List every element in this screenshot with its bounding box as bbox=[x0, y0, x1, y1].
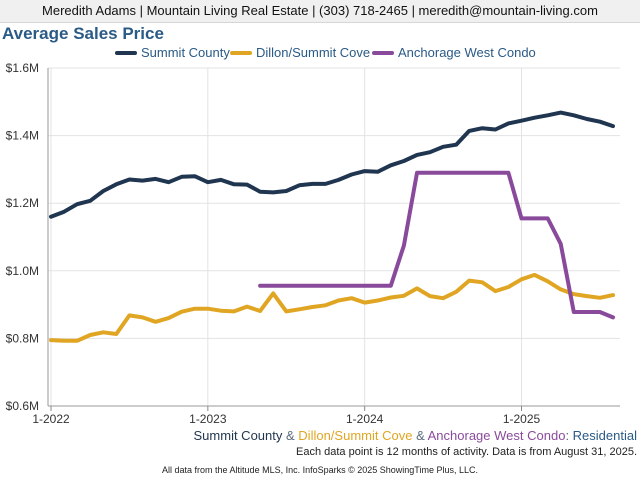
y-tick-label: $1.2M bbox=[6, 196, 39, 210]
legend-item: Summit County bbox=[115, 45, 230, 60]
legend-item: Anchorage West Condo bbox=[372, 45, 536, 60]
y-tick-label: $0.6M bbox=[6, 399, 39, 413]
contact-line: Meredith Adams | Mountain Living Real Es… bbox=[42, 3, 598, 18]
footer-series-part: Summit County bbox=[193, 428, 283, 443]
x-tick-label: 1-2023 bbox=[189, 412, 227, 426]
footer-series-caption: Summit County & Dillon/Summit Cove & Anc… bbox=[194, 428, 637, 443]
series-line-anchorage-west-condo bbox=[258, 170, 615, 320]
y-tick-label: $0.8M bbox=[6, 331, 39, 345]
legend-label: Dillon/Summit Cove bbox=[256, 45, 370, 60]
x-tick-label: 1-2022 bbox=[32, 412, 70, 426]
header-bar bbox=[0, 0, 640, 23]
footer-series-part: Residential bbox=[572, 428, 637, 443]
legend-item: Dillon/Summit Cove bbox=[230, 45, 370, 60]
series-line-dillon-summit-cove bbox=[49, 272, 615, 343]
footer-series-part: : bbox=[565, 428, 573, 443]
footer-series-part: Anchorage West Condo bbox=[427, 428, 566, 443]
series-line-summit-county bbox=[49, 110, 615, 219]
axes: $0.6M $0.8M $1.0M $1.2M $1.4M $1.6M 1-2022 1-20… bbox=[6, 61, 620, 426]
y-tick-label: $1.0M bbox=[6, 264, 39, 278]
footer-note: Each data point is 12 months of activity… bbox=[296, 446, 637, 458]
legend-label: Anchorage West Condo bbox=[398, 45, 536, 60]
footer-series-part: Dillon/Summit Cove bbox=[298, 428, 413, 443]
footer-series-part: & bbox=[412, 428, 428, 443]
y-tick-label: $1.4M bbox=[6, 129, 39, 143]
x-tick-label: 1-2024 bbox=[346, 412, 384, 426]
legend-label: Summit County bbox=[141, 45, 230, 60]
x-tick-label: 1-2025 bbox=[503, 412, 541, 426]
y-tick-label: $1.6M bbox=[6, 61, 39, 75]
legend: Summit County Dillon/Summit Cove Anchorage… bbox=[115, 45, 536, 60]
chart-title: Average Sales Price bbox=[2, 24, 164, 43]
series-lines bbox=[49, 110, 615, 343]
footer-series-part: & bbox=[282, 428, 299, 443]
footer-source: All data from the Altitude MLS, Inc. Inf… bbox=[162, 465, 478, 475]
